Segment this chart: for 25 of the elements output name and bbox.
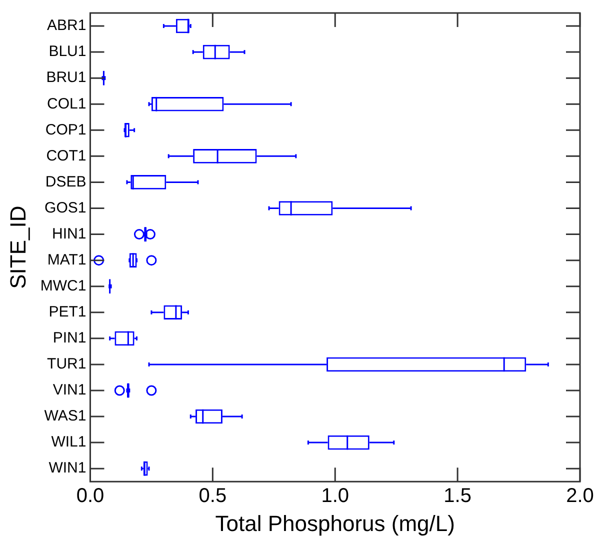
y-tick-label: TUR1 xyxy=(47,356,86,373)
y-tick-label: WIN1 xyxy=(48,460,86,477)
y-tick-label: MWC1 xyxy=(40,277,86,294)
y-tick-label: PIN1 xyxy=(52,330,86,347)
y-tick-label: BRU1 xyxy=(46,69,86,86)
y-tick-label: WIL1 xyxy=(51,434,86,451)
x-tick-label: 2.0 xyxy=(566,485,594,508)
x-tick-label: 1.5 xyxy=(444,485,472,508)
y-axis-title: SITE_ID xyxy=(5,206,30,289)
y-tick-label: MAT1 xyxy=(47,251,86,268)
y-tick-label: GOS1 xyxy=(44,199,86,216)
y-tick-label: BLU1 xyxy=(48,43,86,60)
x-tick-label: 0.5 xyxy=(198,485,227,508)
y-tick-label: COP1 xyxy=(45,121,86,138)
x-tick-label: 0.0 xyxy=(76,485,104,508)
x-axis-title: Total Phosphorus (mg/L) xyxy=(215,510,455,536)
y-tick-label: ABR1 xyxy=(47,17,86,34)
y-tick-label: COT1 xyxy=(46,147,86,164)
y-tick-label: PET1 xyxy=(48,304,86,321)
y-tick-label: VIN1 xyxy=(52,382,86,399)
y-tick-label: DSEB xyxy=(45,173,86,190)
y-tick-label: COL1 xyxy=(47,95,86,112)
y-tick-label: HIN1 xyxy=(52,225,86,242)
x-tick-label: 1.0 xyxy=(321,485,350,508)
y-tick-label: WAS1 xyxy=(44,408,86,425)
